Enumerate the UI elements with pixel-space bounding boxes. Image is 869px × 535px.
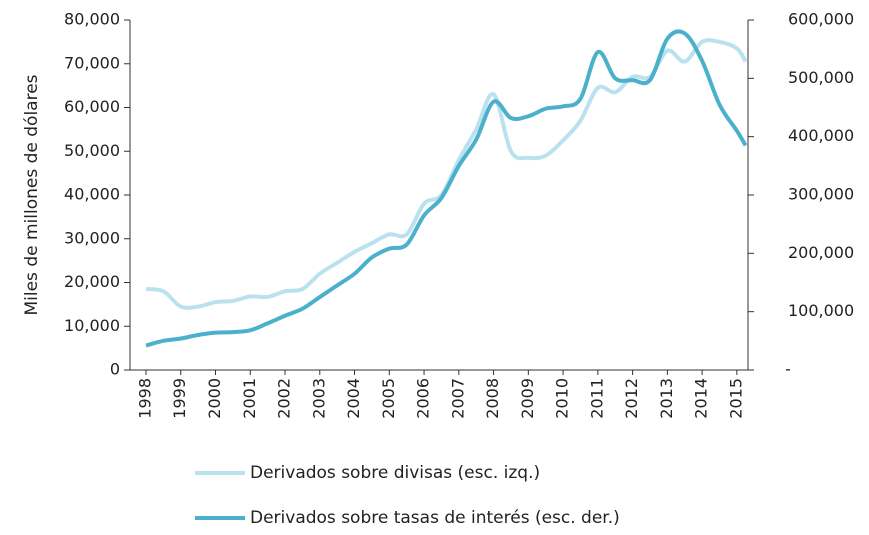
x-tick-label: 2009 bbox=[518, 378, 537, 419]
x-tick-label: 2006 bbox=[414, 378, 433, 419]
x-tick-label: 2003 bbox=[309, 378, 328, 419]
x-tick-label: 1999 bbox=[170, 378, 189, 419]
x-tick-label: 2013 bbox=[657, 378, 676, 419]
y-tick-label: 10,000 bbox=[64, 316, 120, 335]
line-series bbox=[145, 38, 748, 310]
x-tick-label: 2014 bbox=[692, 378, 711, 419]
y2-tick-label: 200,000 bbox=[788, 243, 854, 262]
x-tick-label: 2005 bbox=[379, 378, 398, 419]
legend-label: Derivados sobre tasas de interés (esc. d… bbox=[250, 508, 620, 528]
x-tick-label: 1998 bbox=[135, 378, 154, 419]
y-tick-label: 40,000 bbox=[64, 185, 120, 204]
y2-tick-label: 500,000 bbox=[788, 68, 854, 87]
y-tick-label: 30,000 bbox=[64, 228, 120, 247]
x-tick-label: 2012 bbox=[622, 378, 641, 419]
x-tick-label: 2002 bbox=[275, 378, 294, 419]
y-tick-label: 0 bbox=[110, 360, 120, 379]
y-tick-label: 20,000 bbox=[64, 272, 120, 291]
x-tick-label: 2015 bbox=[726, 378, 745, 419]
x-tick-label: 2010 bbox=[553, 378, 572, 419]
y2-tick-label: 300,000 bbox=[788, 185, 854, 204]
x-tick-label: 2000 bbox=[205, 378, 224, 419]
y-tick-label: 60,000 bbox=[64, 97, 120, 116]
y2-tick-label: 600,000 bbox=[788, 10, 854, 29]
y-tick-label: 80,000 bbox=[64, 10, 120, 29]
y2-tick-label: 400,000 bbox=[788, 126, 854, 145]
x-tick-label: 2001 bbox=[240, 378, 259, 419]
y2-tick-label: 100,000 bbox=[788, 301, 854, 320]
x-tick-label: 2007 bbox=[448, 378, 467, 419]
y-tick-label: 70,000 bbox=[64, 53, 120, 72]
x-tick-label: 2008 bbox=[483, 378, 502, 419]
x-tick-label: 2011 bbox=[587, 378, 606, 419]
y-axis-label: Miles de millones de dólares bbox=[22, 74, 42, 315]
line-series bbox=[145, 29, 748, 348]
y-tick-label: 50,000 bbox=[64, 141, 120, 160]
y2-tick-label: - bbox=[785, 360, 791, 379]
x-tick-label: 2004 bbox=[344, 378, 363, 419]
legend-label: Derivados sobre divisas (esc. izq.) bbox=[250, 463, 540, 483]
